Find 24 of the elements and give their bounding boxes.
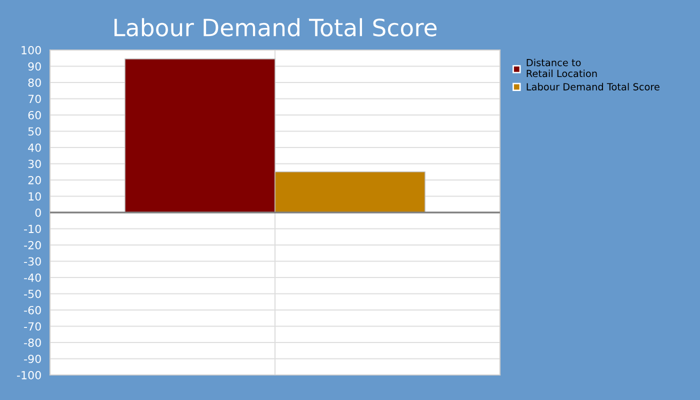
y-tick-label: -30 [24,257,41,266]
y-tick-label: -10 [24,224,41,234]
y-tick-label: -100 [16,370,41,380]
y-tick-label: -60 [24,306,41,314]
y-tick-label: 40 [28,143,41,152]
chart-title: Labour Demand Total Score [114,18,437,36]
y-tick-label: -80 [24,338,41,347]
y-tick-label: -70 [24,322,41,331]
y-tick-label: 90 [28,62,41,71]
legend-label: Distance to Retail Location [526,58,597,78]
y-tick-label: 20 [28,176,41,184]
y-tick-label: 0 [35,208,41,217]
y-tick-label: 60 [28,110,41,120]
y-tick-label: 10 [28,192,41,201]
y-tick-label: 100 [22,46,41,54]
y-tick-label: 30 [28,160,41,168]
legend-label: Labour Demand Total Score [526,82,660,90]
y-tick-label: -50 [24,290,41,298]
y-tick-label: 70 [28,94,41,104]
y-tick-label: 80 [28,78,41,87]
y-tick-label: -20 [24,240,41,250]
y-tick-label: 50 [28,127,41,136]
y-tick-label: -40 [24,273,41,282]
y-tick-label: -90 [24,354,41,364]
